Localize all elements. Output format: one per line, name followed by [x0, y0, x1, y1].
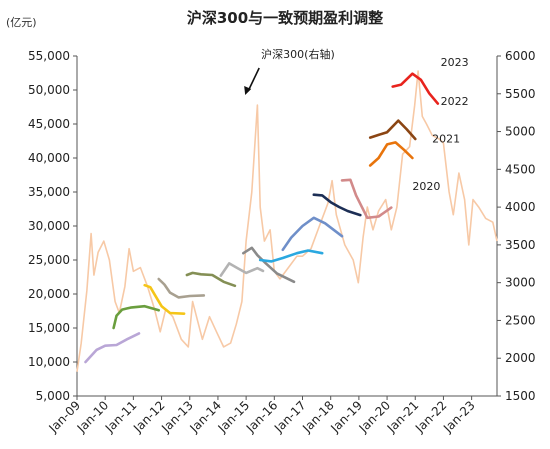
index-series-line — [76, 70, 498, 372]
series-line-2023 — [391, 72, 440, 105]
right-tick-label: 5500 — [505, 87, 536, 101]
left-tick-label: 30,000 — [28, 219, 70, 233]
left-tick-label: 45,000 — [28, 117, 70, 131]
series-line-2014 — [219, 262, 265, 277]
x-tick-label: Jan-21 — [384, 398, 422, 436]
x-tick-label: Jan-10 — [74, 398, 112, 436]
year-label-2020: 2020 — [412, 180, 440, 193]
right-tick-label: 4000 — [505, 200, 536, 214]
series-line-2015 — [242, 246, 296, 284]
series-line-2009 — [84, 332, 141, 364]
left-tick-label: 25,000 — [28, 253, 70, 267]
index-series-group — [76, 70, 498, 372]
series-line-2021 — [368, 141, 414, 167]
x-tick-label: Jan-15 — [215, 398, 253, 436]
left-tick-label: 35,000 — [28, 185, 70, 199]
x-tick-label: Jan-13 — [158, 398, 196, 436]
left-tick-label: 55,000 — [28, 49, 70, 63]
series-line-2017 — [281, 216, 344, 252]
series-line-2018 — [312, 193, 362, 217]
series-line-2011 — [143, 283, 186, 316]
series-line-2019 — [340, 178, 393, 220]
right-tick-label: 3500 — [505, 238, 536, 252]
right-tick-label: 2500 — [505, 313, 536, 327]
x-tick-label: Jan-19 — [327, 398, 365, 436]
x-tick-label: Jan-11 — [102, 398, 140, 436]
chart-title: 沪深300与一致预期盈利调整 — [187, 9, 383, 27]
x-tick-label: Jan-16 — [243, 398, 281, 436]
right-tick-label: 1500 — [505, 389, 536, 403]
annotation-arrow-head — [244, 86, 252, 95]
index-annotation-label: 沪深300(右轴) — [261, 47, 335, 61]
left-tick-label: 40,000 — [28, 151, 70, 165]
series-line-2012 — [157, 277, 206, 299]
chart-annotations: 沪深300(右轴) 2023 2022 2021 2020 — [244, 47, 469, 193]
right-tick-label: 6000 — [505, 49, 536, 63]
right-tick-label: 5000 — [505, 125, 536, 139]
right-tick-label: 2000 — [505, 351, 536, 365]
left-tick-label: 20,000 — [28, 287, 70, 301]
x-tick-label: Jan-23 — [440, 398, 478, 436]
left-tick-label: 15,000 — [28, 321, 70, 335]
x-tick-label: Jan-20 — [356, 398, 394, 436]
x-tick-label: Jan-14 — [187, 398, 225, 436]
year-label-2021: 2021 — [432, 132, 460, 145]
right-tick-label: 4500 — [505, 162, 536, 176]
left-axis-unit: (亿元) — [6, 16, 37, 29]
left-tick-label: 5,000 — [36, 389, 70, 403]
year-label-2023: 2023 — [441, 56, 469, 69]
left-tick-label: 10,000 — [28, 355, 70, 369]
x-tick-label: Jan-17 — [271, 398, 309, 436]
x-tick-label: Jan-18 — [299, 398, 337, 436]
series-line-2013 — [185, 271, 237, 288]
left-tick-label: 50,000 — [28, 83, 70, 97]
series-line-2016 — [258, 249, 324, 263]
annotation-arrow-shaft — [247, 67, 260, 92]
x-tick-label: Jan-22 — [412, 398, 450, 436]
series-line-2022 — [368, 119, 417, 141]
x-tick-label: Jan-09 — [46, 398, 84, 436]
year-label-2022: 2022 — [441, 95, 469, 108]
estimate-series-group — [84, 72, 440, 364]
right-tick-label: 3000 — [505, 276, 536, 290]
series-line-2010 — [112, 304, 160, 330]
x-tick-label: Jan-12 — [130, 398, 168, 436]
